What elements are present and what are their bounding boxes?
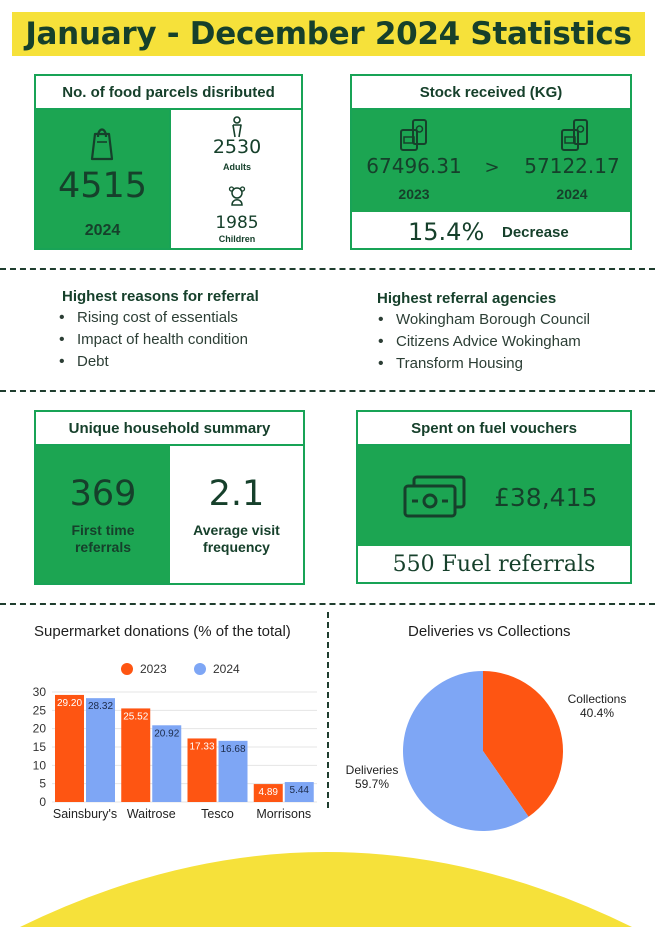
- bar-2024: [284, 782, 314, 802]
- bar-2023: [121, 708, 151, 802]
- bar-value-label: 16.68: [220, 744, 245, 755]
- stock-card: Stock received (KG) 67496.31 > 57122.17 …: [350, 74, 632, 250]
- bar-value-label: 29.20: [57, 698, 82, 709]
- stock-title: Stock received (KG): [352, 76, 630, 110]
- y-tick-label: 30: [33, 685, 47, 699]
- pie-label-value: 40.4%: [580, 706, 614, 720]
- chart-divider: [327, 612, 329, 808]
- avg-visit-value: 2.1: [208, 474, 265, 514]
- stock-2023-value: 67496.31: [366, 154, 462, 178]
- supermarket-bar-chart: 2023 2024 0 5 10 15 20 25 30 29.20 28.32 Sainsbur…: [33, 662, 317, 821]
- children-label: Children: [218, 234, 256, 244]
- bar-2024: [86, 698, 115, 802]
- legend-marker-2024: [194, 663, 206, 675]
- first-time-label: First time referrals: [71, 522, 135, 555]
- children-value: 1985: [215, 213, 259, 233]
- bar-value-label: 20.92: [154, 728, 179, 739]
- referral-reasons-title: Highest reasons for referral: [62, 288, 259, 305]
- fuel-amount-value: £38,415: [494, 483, 598, 512]
- bar-value-label: 4.89: [259, 787, 279, 798]
- stock-2024-label: 2024: [556, 186, 588, 202]
- y-tick-label: 5: [39, 777, 46, 791]
- y-tick-label: 20: [33, 722, 47, 736]
- bar-value-label: 5.44: [290, 785, 310, 796]
- bar-chart-title: Supermarket donations (% of the total): [34, 623, 291, 640]
- decorative-yellow-arc: [20, 852, 632, 927]
- pie-label-name: Deliveries: [346, 763, 399, 777]
- bar-2023: [253, 784, 283, 802]
- section-divider-1: [0, 268, 655, 270]
- fuel-amount-panel: £38,415: [358, 446, 630, 546]
- title-banner: January - December 2024 Statistics: [12, 12, 645, 56]
- pie-slice-collections: [483, 671, 563, 817]
- bar-2023: [55, 694, 84, 802]
- household-title: Unique household summary: [36, 412, 303, 446]
- bar-2024: [152, 725, 182, 802]
- referral-agencies-title: Highest referral agencies: [377, 290, 557, 307]
- child-icon: [228, 186, 246, 206]
- pie-slice-deliveries: [403, 671, 529, 831]
- parcels-year-label: 2024: [84, 222, 121, 239]
- legend-label-2023: 2023: [140, 662, 167, 676]
- shopping-bag-icon: [90, 128, 114, 161]
- parcels-breakdown-panel: 2530 Adults 1985 Children: [169, 110, 301, 248]
- fuel-card: Spent on fuel vouchers £38,415 550 Fuel …: [356, 410, 632, 584]
- x-tick-label: Sainsbury's: [53, 807, 117, 821]
- list-item: Rising cost of essentials: [55, 307, 248, 329]
- bar-value-label: 28.32: [88, 701, 113, 712]
- list-item: Wokingham Borough Council: [374, 309, 590, 331]
- stock-values-panel: 67496.31 > 57122.17 2023 2024: [352, 110, 630, 212]
- first-time-panel: 369 First time referrals: [36, 446, 170, 583]
- list-item: Debt: [55, 351, 248, 373]
- y-tick-label: 0: [39, 795, 46, 809]
- parcels-total-value: 4515: [57, 166, 148, 206]
- stock-change-pct: 15.4%: [408, 218, 485, 246]
- pie-label-value: 59.7%: [355, 777, 389, 791]
- stock-2024-value: 57122.17: [524, 154, 620, 178]
- parcels-total-panel: 4515 2024: [36, 110, 169, 248]
- fuel-referrals: 550 Fuel referrals: [392, 552, 596, 577]
- bar-2024: [218, 740, 248, 802]
- legend-marker-2023: [121, 663, 133, 675]
- legend-label-2024: 2024: [213, 662, 240, 676]
- tin-cans-icon-2024: [561, 119, 588, 151]
- section-divider-3: [0, 603, 655, 605]
- person-icon: [232, 116, 242, 138]
- bar-value-label: 25.52: [123, 711, 148, 722]
- bar-value-label: 17.33: [189, 741, 214, 752]
- list-item: Citizens Advice Wokingham: [374, 331, 590, 353]
- x-tick-label: Tesco: [201, 807, 234, 821]
- x-tick-label: Morrisons: [256, 807, 311, 821]
- stock-2023-label: 2023: [398, 186, 430, 202]
- y-tick-label: 10: [33, 758, 47, 772]
- tin-cans-icon: [400, 119, 427, 151]
- household-card: Unique household summary 369 First time …: [34, 410, 305, 585]
- stock-change-label: Decrease: [502, 224, 569, 241]
- x-tick-label: Waitrose: [127, 807, 176, 821]
- food-parcels-card: No. of food parcels disributed 4515 2024…: [34, 74, 303, 250]
- pie-label-name: Collections: [568, 692, 627, 706]
- y-tick-label: 15: [33, 740, 47, 754]
- section-divider-2: [0, 390, 655, 392]
- list-item: Transform Housing: [374, 353, 590, 375]
- food-parcels-title: No. of food parcels disributed: [36, 76, 301, 110]
- adults-label: Adults: [223, 162, 251, 172]
- banknotes-icon: [403, 475, 466, 518]
- adults-value: 2530: [212, 136, 262, 158]
- stock-arrow: >: [484, 157, 500, 178]
- referral-reasons-list: Rising cost of essentials Impact of heal…: [55, 307, 248, 373]
- pie-chart-title: Deliveries vs Collections: [408, 623, 571, 640]
- y-tick-label: 25: [33, 703, 47, 717]
- list-item: Impact of health condition: [55, 329, 248, 351]
- page-title: January - December 2024 Statistics: [25, 16, 632, 52]
- fuel-title: Spent on fuel vouchers: [358, 412, 630, 446]
- avg-visit-label: Average visit frequency: [193, 522, 280, 555]
- referral-agencies-list: Wokingham Borough Council Citizens Advic…: [374, 309, 590, 375]
- first-time-value: 369: [69, 474, 137, 514]
- bar-2023: [187, 738, 217, 802]
